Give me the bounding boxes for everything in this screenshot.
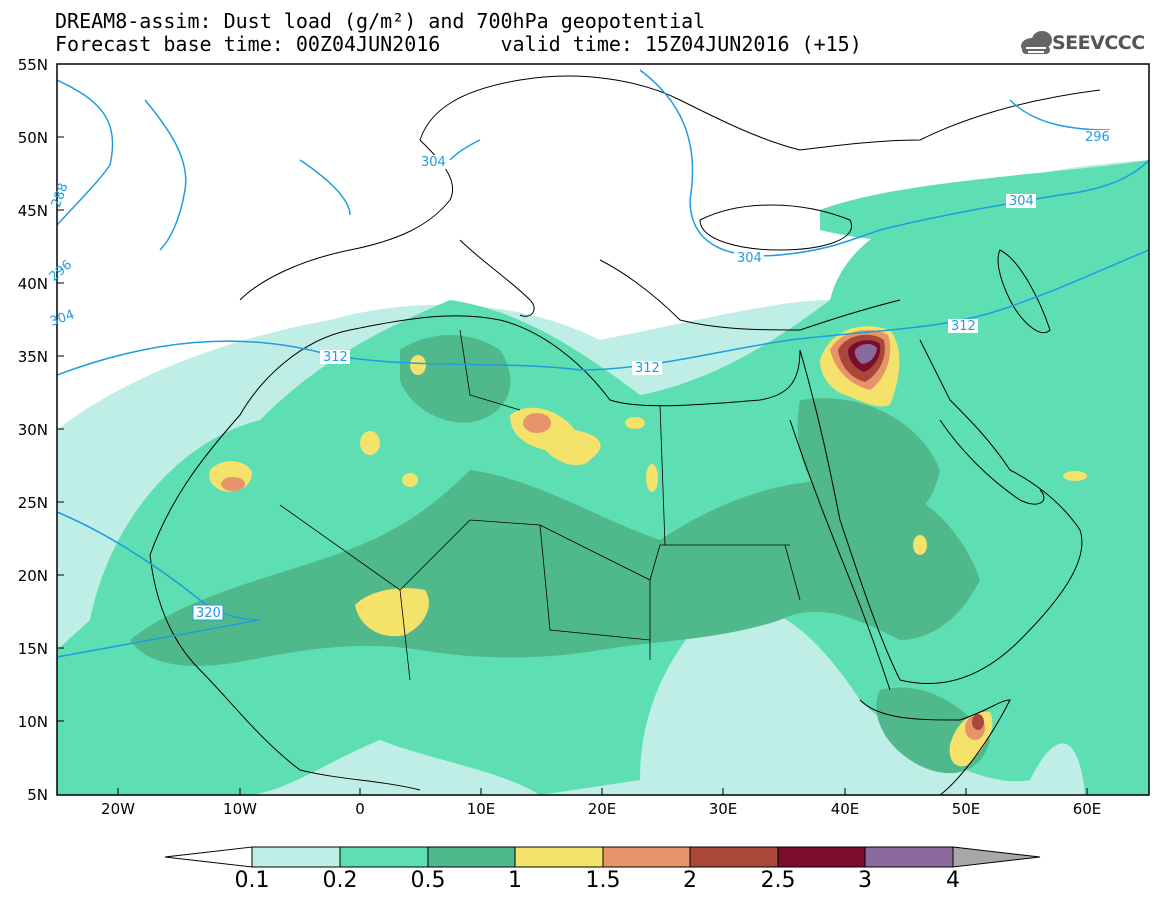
coastline-greece-turkey [599,259,901,331]
colorbar-label: 0.5 [410,868,446,893]
lat-label: 5N [27,786,48,804]
colorbar-label: 2.5 [760,868,796,893]
colorbar-label: 4 [946,868,960,893]
colorbar-label: 0.1 [234,868,270,893]
contour-label: 296 [1085,130,1110,145]
contour-320 [57,511,261,658]
lon-label: 30E [708,800,738,818]
coastline-persian-gulf [939,419,1045,505]
contour-296 [1009,99,1111,131]
lat-label: 25N [17,494,48,512]
contour-304 [299,69,1149,257]
seevccc-logo [1021,31,1052,54]
coastline-black-sea [699,204,853,251]
lat-label: 15N [17,640,48,658]
contour-label: 312 [635,361,660,376]
contour-label: 320 [196,606,221,621]
lon-label: 0 [355,800,365,818]
colorbar-low-arrow [164,846,253,868]
colorbar-label: 1.5 [585,868,621,893]
lon-label: 40E [830,800,860,818]
lat-label: 20N [17,567,48,585]
colorbar-label: 3 [858,868,872,893]
lon-label: 10W [223,800,257,818]
coastline-horn-africa [859,699,1011,795]
contour-label: 296 [46,257,75,284]
logo-text: SEEVCCC [1052,32,1145,54]
lat-label: 50N [17,129,48,147]
coastline-red-sea [789,419,891,691]
lat-label: 30N [17,421,48,439]
coastline-north-africa [149,315,801,556]
lat-label: 40N [17,275,48,293]
contour-label: 304 [1009,194,1034,209]
lon-label: 20W [101,800,135,818]
lon-label: 10E [466,800,496,818]
colorbar [164,846,1041,868]
colorbar-label: 1 [508,868,522,893]
contour-label: 312 [323,350,348,365]
colorbar-high-arrow [952,846,1041,868]
lon-label: 60E [1072,800,1102,818]
coastline-italy [459,239,535,317]
lat-label: 10N [17,713,48,731]
lat-label: 35N [17,348,48,366]
coastline-europe [239,75,1101,301]
lat-label: 45N [17,202,48,220]
border-lines [279,329,801,681]
contour-label: 304 [737,251,762,266]
lon-label: 20E [587,800,617,818]
lon-label: 50E [951,800,981,818]
colorbar-label: 0.2 [322,868,358,893]
colorbar-label: 2 [683,868,697,893]
dust-band-purple [854,344,877,364]
dust-band-darkgreen [130,470,980,666]
dust-band-yellow [355,588,429,637]
contour-label: 304 [421,155,446,170]
coastline-caspian [997,249,1051,334]
coastline-west-africa [149,554,421,791]
contour-label: 304 [48,307,76,330]
contour-label: 312 [951,319,976,334]
dust-band-orange [523,413,551,433]
coastline-arabia [799,339,1083,685]
lat-label: 55N [17,56,48,74]
contour-288 [57,79,114,226]
forecast-time-line: Forecast base time: 00Z04JUN2016 valid t… [55,32,862,56]
contour-label: 288 [49,181,72,209]
map-title: DREAM8-assim: Dust load (g/m²) and 700hP… [55,9,706,33]
